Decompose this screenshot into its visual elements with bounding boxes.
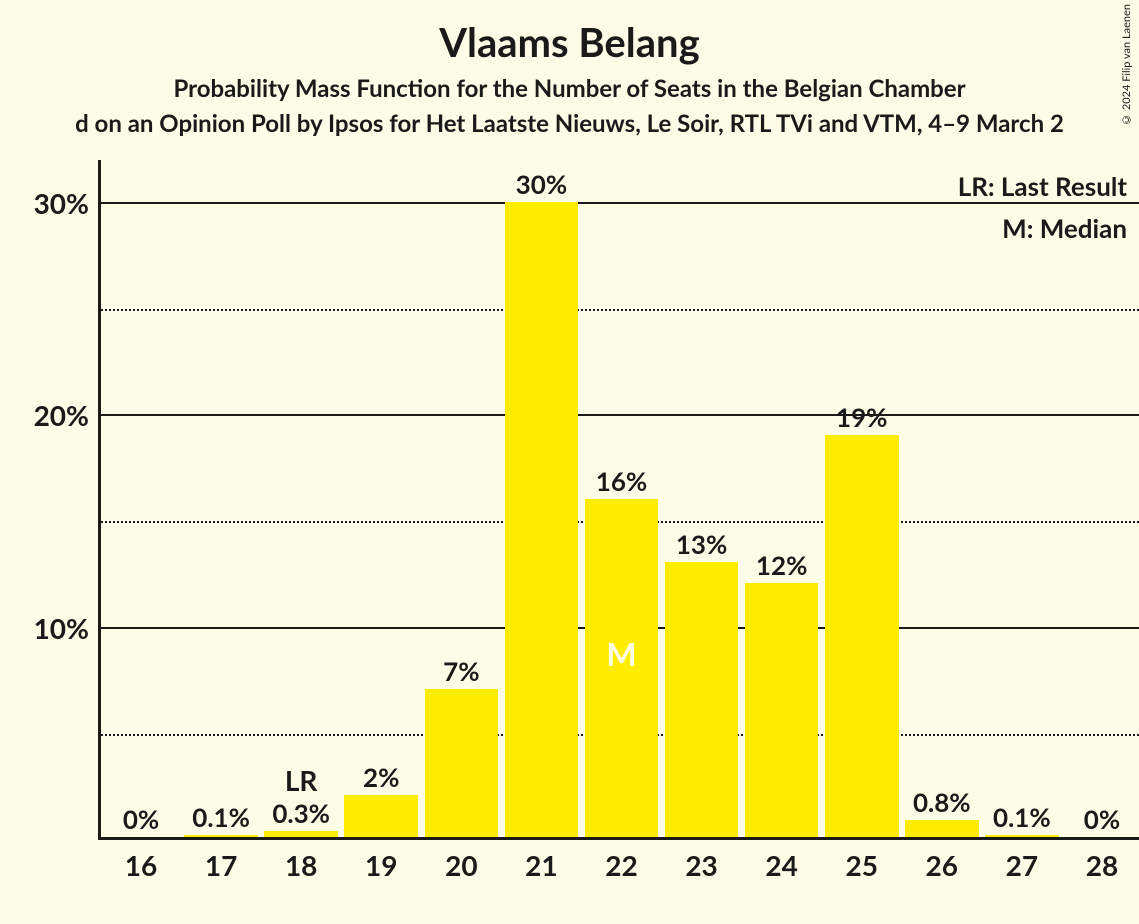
legend-median: M: Median — [958, 208, 1127, 250]
bar-value-label: 2% — [344, 761, 418, 793]
y-tick-label: 20% — [9, 398, 89, 432]
x-tick-label: 25 — [845, 848, 877, 882]
bar: 0.1% — [184, 835, 258, 837]
x-tick-label: 16 — [125, 848, 157, 882]
bar-value-label: 12% — [745, 549, 819, 581]
bar: 30% — [505, 202, 579, 837]
median-annotation: M — [585, 634, 659, 673]
bar-value-label: 16% — [585, 465, 659, 497]
gridline-major — [98, 414, 1139, 416]
bar-value-label: 30% — [505, 168, 579, 200]
bar: 2% — [344, 795, 418, 837]
bar-value-label: 0.1% — [985, 801, 1059, 833]
bar-value-label: 13% — [665, 528, 739, 560]
bar-value-label: 0% — [1065, 803, 1139, 835]
page-title: Vlaams Belang — [0, 0, 1139, 66]
copyright-text: © 2024 Filip van Laenen — [1120, 4, 1133, 126]
bar: 0.1% — [985, 835, 1059, 837]
bar-value-label: 19% — [825, 401, 899, 433]
bar: 0.3%LR — [264, 831, 338, 837]
y-tick-label: 30% — [9, 186, 89, 220]
gridline-minor — [98, 309, 1139, 311]
x-tick-label: 23 — [685, 848, 717, 882]
x-tick-label: 17 — [205, 848, 237, 882]
x-tick-label: 22 — [605, 848, 637, 882]
x-tick-label: 27 — [1006, 848, 1038, 882]
bar: 12% — [745, 583, 819, 837]
bar: 19% — [825, 435, 899, 837]
pmf-bar-chart: LR: Last Result M: Median 10%20%30%0%160… — [98, 160, 1139, 840]
bar: 13% — [665, 562, 739, 837]
y-axis — [98, 160, 101, 840]
bar-value-label: 0% — [104, 803, 178, 835]
bar: 0.8% — [905, 820, 979, 837]
x-tick-label: 20 — [445, 848, 477, 882]
x-tick-label: 18 — [285, 848, 317, 882]
subtitle-line-1: Probability Mass Function for the Number… — [0, 74, 1139, 103]
x-tick-label: 24 — [765, 848, 797, 882]
bar-value-label: 0.1% — [184, 801, 258, 833]
y-tick-label: 10% — [9, 611, 89, 645]
bar-value-label: 0.8% — [905, 786, 979, 818]
last-result-annotation: LR — [264, 763, 338, 797]
x-tick-label: 28 — [1086, 848, 1118, 882]
chart-legend: LR: Last Result M: Median — [958, 166, 1127, 249]
bar: 16%M — [585, 499, 659, 838]
bar-value-label: 7% — [425, 655, 499, 687]
bar: 7% — [425, 689, 499, 837]
gridline-major — [98, 202, 1139, 204]
x-tick-label: 21 — [525, 848, 557, 882]
subtitle-line-2: d on an Opinion Poll by Ipsos for Het La… — [0, 109, 1139, 138]
x-tick-label: 19 — [365, 848, 397, 882]
x-axis — [98, 837, 1139, 840]
x-tick-label: 26 — [926, 848, 958, 882]
bar-value-label: 0.3% — [264, 797, 338, 829]
